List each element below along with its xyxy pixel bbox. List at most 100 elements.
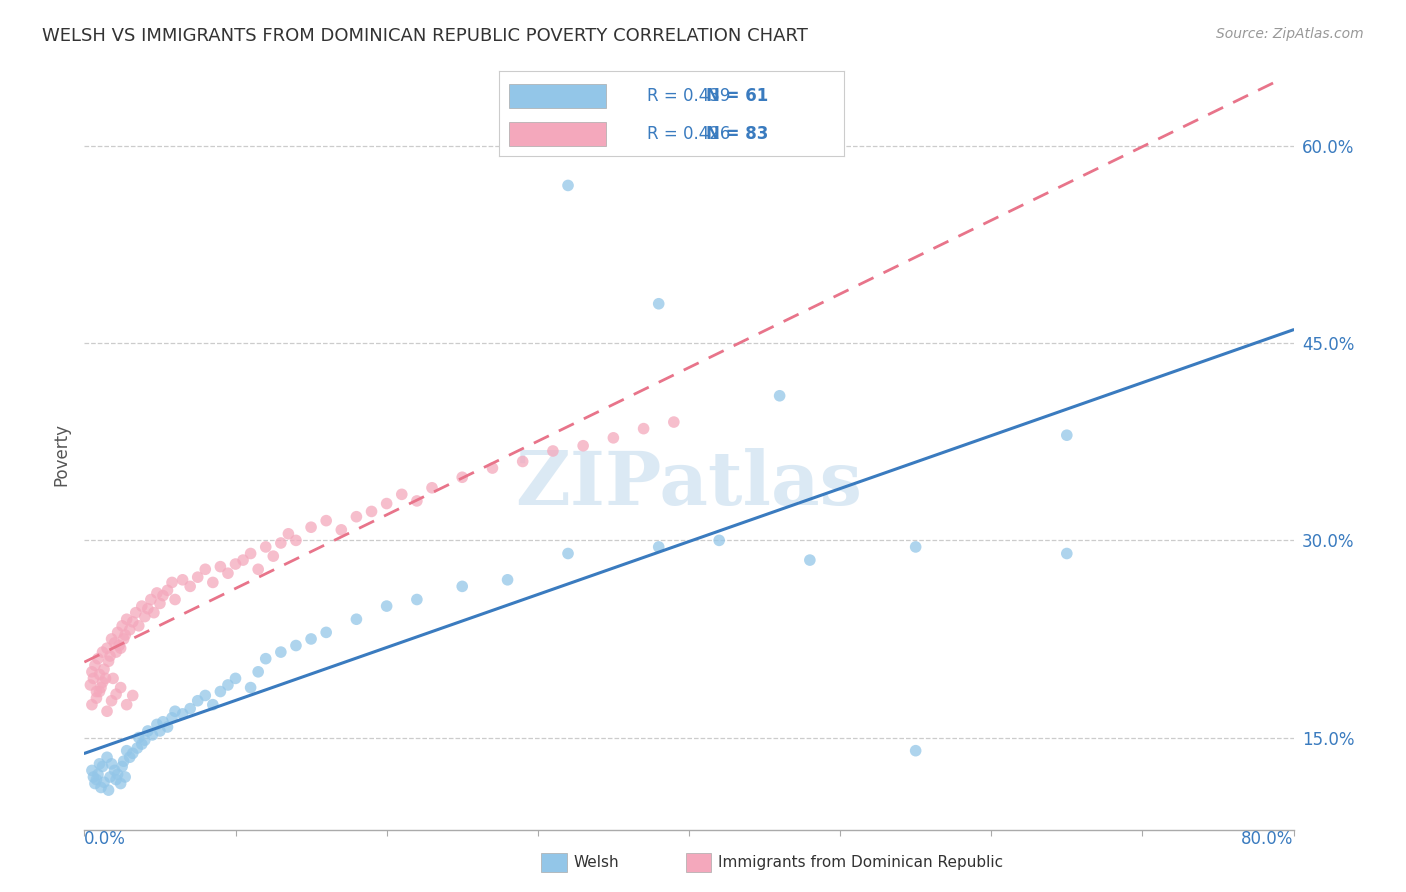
Point [420,481,443,495]
Point [121,615,143,629]
Text: Immigrants from Dominican Republic: Immigrants from Dominican Republic [718,855,1004,870]
Text: R = 0.439: R = 0.439 [647,87,731,105]
Point [118,623,141,637]
Text: N = 83: N = 83 [706,125,768,143]
Point [98,648,121,663]
Text: ZIPatlas: ZIPatlas [516,449,862,522]
Point [709,533,731,548]
Point [115,612,138,626]
Point [96,750,118,764]
Point [217,678,239,692]
Point [557,178,579,193]
Point [262,549,284,563]
Text: 0.0%: 0.0% [84,830,127,847]
Point [112,754,135,768]
Point [156,583,179,598]
Point [239,681,262,695]
Point [209,684,232,698]
Point [80,698,103,712]
Point [179,579,201,593]
Y-axis label: Poverty: Poverty [52,424,70,486]
Point [146,717,169,731]
Point [94,672,117,686]
Point [299,520,322,534]
Point [136,601,159,615]
Point [602,431,624,445]
Point [89,684,111,698]
Point [93,662,115,676]
Point [86,772,108,787]
Point [84,658,107,673]
Point [101,672,124,686]
Point [97,654,120,668]
Point [131,737,153,751]
Point [105,645,128,659]
Point [100,756,122,771]
Point [91,759,114,773]
Point [89,667,111,681]
Point [481,461,503,475]
Point [232,553,254,567]
Point [82,672,104,686]
Point [391,487,413,501]
Point [96,704,118,718]
Point [375,599,398,613]
Point [105,687,128,701]
Point [512,454,534,468]
Point [217,566,239,581]
FancyBboxPatch shape [509,84,606,108]
Point [111,619,134,633]
Point [121,747,143,761]
Point [89,756,111,771]
Text: N = 61: N = 61 [706,87,768,105]
Point [285,639,308,653]
Point [105,772,128,787]
Point [112,632,135,646]
Point [406,494,429,508]
Point [128,731,150,745]
Point [86,684,108,698]
Point [239,547,262,561]
Point [142,606,165,620]
Point [80,665,103,679]
Point [496,573,519,587]
Point [93,775,115,789]
Point [1056,428,1078,442]
Point [247,562,270,576]
Point [187,694,209,708]
Point [100,694,122,708]
Point [115,744,138,758]
Point [84,776,107,790]
Point [110,776,132,790]
Point [149,597,172,611]
Point [194,689,217,703]
Point [1056,547,1078,561]
Point [662,415,685,429]
Point [799,553,821,567]
Point [118,750,141,764]
Point [134,609,156,624]
Point [156,720,179,734]
Point [111,759,134,773]
Point [139,592,162,607]
Point [375,497,398,511]
Point [346,509,368,524]
Point [97,783,120,797]
Point [131,599,153,613]
Point [254,651,277,665]
Point [160,575,183,590]
Point [165,704,187,718]
Text: 80.0%: 80.0% [1241,830,1294,847]
Point [557,547,579,561]
Text: Source: ZipAtlas.com: Source: ZipAtlas.com [1216,27,1364,41]
Point [91,645,114,659]
Point [104,636,127,650]
Point [187,570,209,584]
Point [209,559,232,574]
Point [346,612,368,626]
Point [136,723,159,738]
Point [451,579,474,593]
Point [107,625,129,640]
Point [330,523,353,537]
Text: Welsh: Welsh [574,855,619,870]
